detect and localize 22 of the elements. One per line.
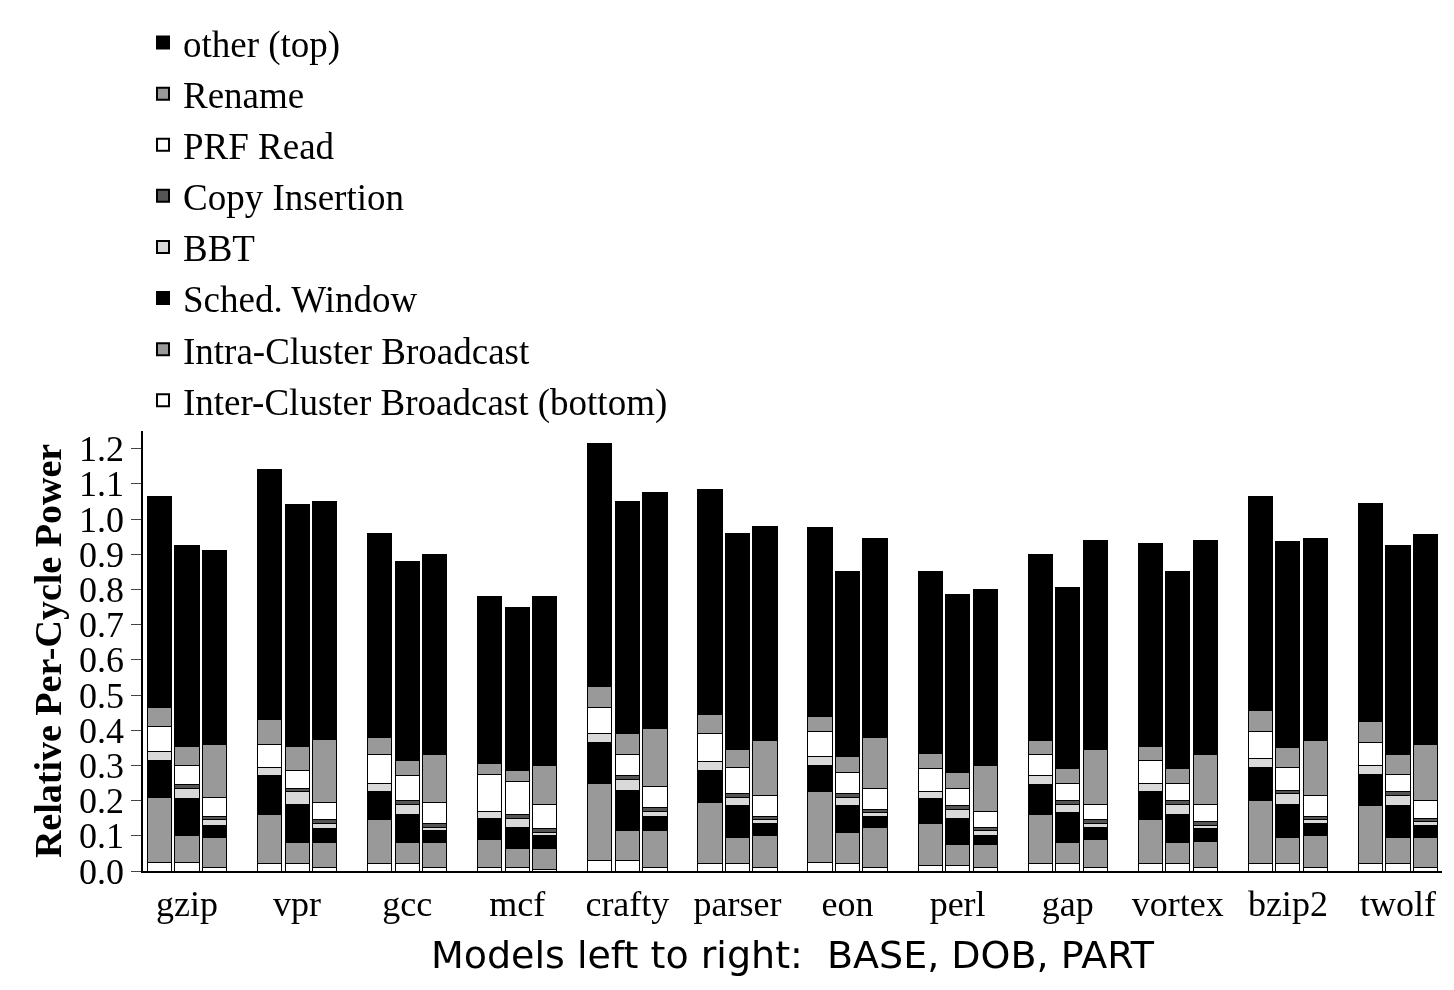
legend-label: Rename <box>183 75 305 117</box>
x-tick-label: gcc <box>382 883 433 924</box>
x-tick-label: bzip2 <box>1247 883 1328 924</box>
x-axis-title: Models left to right: BASE, DOB, PART <box>430 932 1155 977</box>
x-tick-label: perl <box>929 883 986 924</box>
legend-label: Intra-Cluster Broadcast <box>183 330 530 372</box>
x-tick-label: parser <box>693 883 782 924</box>
x-tick-label: vortex <box>1131 883 1224 924</box>
x-tick-label: vpr <box>273 883 322 924</box>
legend-label: Copy Insertion <box>183 177 404 219</box>
legend-label: Sched. Window <box>183 279 418 321</box>
legend-label: other (top) <box>183 23 341 66</box>
x-tick-label: crafty <box>585 883 670 924</box>
x-tick-label: eon <box>821 883 874 924</box>
legend-label: BBT <box>183 228 255 270</box>
x-tick-label: mcf <box>489 883 546 924</box>
x-tick-label: twolf <box>1359 883 1436 924</box>
legend-label: PRF Read <box>183 126 335 168</box>
legend-label: Inter-Cluster Broadcast (bottom) <box>183 381 668 424</box>
x-tick-label: gzip <box>156 883 219 924</box>
x-tick-label: gap <box>1041 883 1094 924</box>
y-axis-title: Relative Per-Cycle Power <box>26 443 69 859</box>
